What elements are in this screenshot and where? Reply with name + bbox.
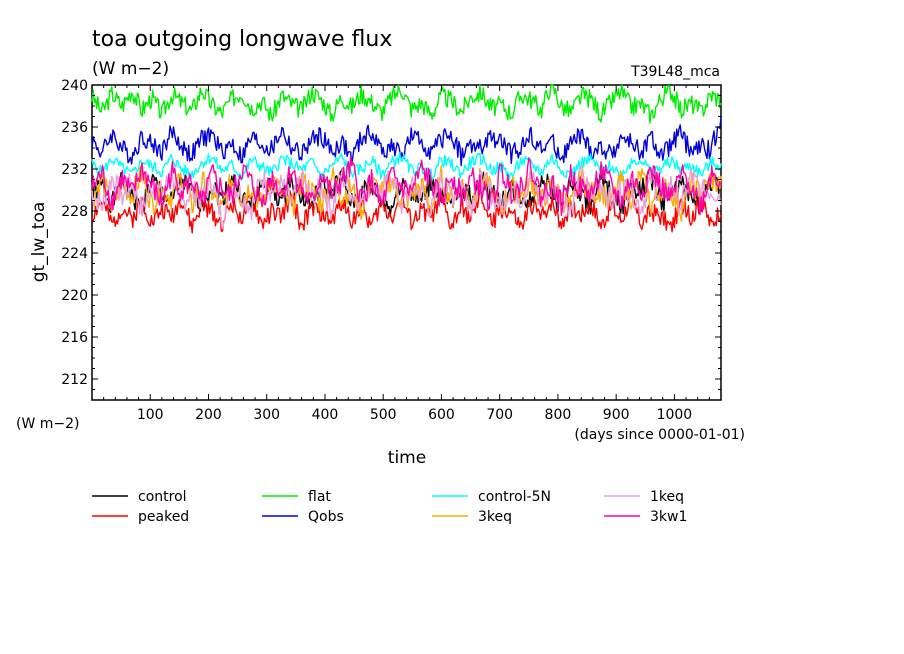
run-label: T39L48_mca [630, 64, 720, 80]
legend-label-control-5N: control-5N [478, 489, 551, 505]
legend: control peaked flat Qobs control-5N 3keq 1keq 3… [92, 489, 687, 525]
legend-label-control: control [138, 489, 187, 505]
x-tick-label: 1000 [657, 407, 693, 423]
series-line-Qobs [91, 117, 722, 167]
x-tick-label: 900 [603, 407, 630, 423]
x-unit-label: (days since 0000-01-01) [574, 427, 745, 443]
chart-title: toa outgoing longwave flux [92, 27, 392, 52]
legend-label-flat: flat [308, 489, 331, 505]
series-line-peaked [91, 189, 722, 234]
y-tick-label: 240 [61, 78, 88, 94]
series-line-3kw1 [91, 156, 722, 217]
y-tick-label: 220 [61, 288, 88, 304]
y-tick-label: 232 [61, 162, 88, 178]
legend-label-1keq: 1keq [650, 489, 684, 505]
tick-group: 212 216 220 224 228 232 236 240 100 200 300 400 500 6… [61, 78, 721, 423]
legend-label-Qobs: Qobs [308, 509, 344, 525]
legend-label-3kw1: 3kw1 [650, 509, 687, 525]
x-tick-label: 400 [312, 407, 339, 423]
plot-frame [91, 84, 722, 401]
y-axis-label: gt_lw_toa [29, 202, 49, 283]
x-tick-label: 200 [195, 407, 222, 423]
legend-label-peaked: peaked [138, 509, 189, 525]
x-tick-label: 800 [545, 407, 572, 423]
x-tick-label: 100 [137, 407, 164, 423]
chart-subtitle: (W m−2) [92, 59, 169, 79]
y-tick-label: 216 [61, 330, 88, 346]
y-tick-label: 212 [61, 372, 88, 388]
y-tick-label: 224 [61, 246, 88, 262]
series-line-1keq [91, 165, 722, 230]
y-unit-label: (W m−2) [16, 416, 80, 432]
legend-label-3keq: 3keq [478, 509, 512, 525]
x-tick-label: 700 [486, 407, 513, 423]
series-group [91, 84, 722, 234]
y-tick-label: 228 [61, 204, 88, 220]
x-tick-label: 600 [428, 407, 455, 423]
x-tick-label: 500 [370, 407, 397, 423]
y-tick-label: 236 [61, 120, 88, 136]
x-tick-label: 300 [253, 407, 280, 423]
x-axis-label: time [388, 448, 426, 468]
series-line-flat [91, 84, 722, 124]
series-line-control-5N [91, 151, 722, 181]
